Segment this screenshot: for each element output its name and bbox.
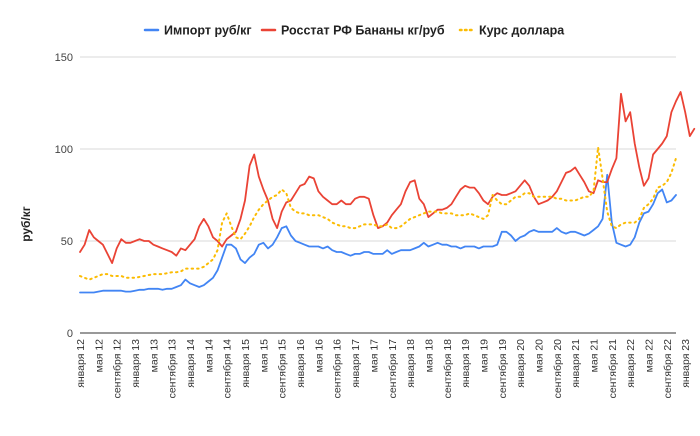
x-axis-ticks: января 12 мая 12 сентября 12 января 13 мая 1… (75, 339, 700, 399)
x-tick: сентября 22 (662, 339, 674, 399)
x-tick: сентября 17 (387, 339, 399, 399)
x-tick-label: мая 13 (148, 339, 160, 373)
x-tick: сентября 13 (167, 339, 179, 399)
x-tick-label: января 12 (75, 339, 87, 388)
x-tick: мая 15 (258, 339, 270, 373)
x-tick-label: мая 14 (203, 339, 215, 373)
x-tick: мая 13 (148, 339, 160, 373)
legend: Импорт руб/кг Росстат РФ Бананы кг/руб Кур… (143, 24, 565, 38)
x-tick: мая 14 (203, 339, 215, 373)
x-tick: мая 17 (368, 339, 380, 373)
x-tick: января 13 (130, 339, 142, 388)
x-tick-label: января 17 (350, 339, 362, 388)
x-tick-label: мая 18 (423, 339, 435, 373)
y-axis-label: руб/кг (19, 206, 33, 242)
x-tick-label: января 20 (515, 339, 527, 388)
x-tick: января 23 (680, 339, 692, 388)
y-tick-label: 100 (55, 144, 73, 156)
y-tick-label: 150 (55, 52, 73, 64)
x-tick: сентября 18 (442, 339, 454, 399)
x-tick-label: мая 21 (588, 339, 600, 373)
x-tick-label: января 19 (460, 339, 472, 388)
x-tick-label: сентября 16 (332, 339, 344, 399)
y-tick-label: 50 (61, 236, 73, 248)
x-tick-label: мая 23 (699, 339, 700, 373)
x-tick: января 21 (570, 339, 582, 388)
x-tick-label: мая 19 (478, 339, 490, 373)
x-tick-label: сентября 15 (277, 339, 289, 399)
x-tick-label: января 18 (405, 339, 417, 388)
x-tick: сентября 16 (332, 339, 344, 399)
x-tick: мая 18 (423, 339, 435, 373)
series-line-2 (79, 146, 677, 281)
x-tick-label: сентября 12 (112, 339, 124, 399)
x-tick: мая 22 (643, 339, 655, 373)
x-tick: января 18 (405, 339, 417, 388)
x-tick-label: января 22 (625, 339, 637, 388)
x-tick: сентября 19 (497, 339, 509, 399)
x-tick: января 17 (350, 339, 362, 388)
x-tick-label: сентября 18 (442, 339, 454, 399)
x-tick: мая 21 (588, 339, 600, 373)
x-tick: сентября 14 (222, 339, 234, 399)
x-tick: января 12 (75, 339, 87, 388)
x-tick-label: сентября 20 (552, 339, 564, 399)
x-tick-label: января 14 (185, 339, 197, 388)
x-tick-label: мая 20 (533, 339, 545, 373)
x-tick-label: сентября 21 (607, 339, 619, 399)
legend-label-0: Импорт руб/кг (164, 24, 252, 38)
x-tick: сентября 20 (552, 339, 564, 399)
x-tick-label: января 15 (240, 339, 252, 388)
x-tick: мая 16 (313, 339, 325, 373)
series-line-0 (79, 173, 677, 294)
x-tick: мая 12 (93, 339, 105, 373)
x-tick: сентября 12 (112, 339, 124, 399)
x-tick-label: мая 12 (93, 339, 105, 373)
x-tick: января 15 (240, 339, 252, 388)
series-lines (79, 91, 696, 294)
x-tick-label: января 23 (680, 339, 692, 388)
x-tick-label: января 13 (130, 339, 142, 388)
x-tick: мая 19 (478, 339, 490, 373)
x-tick-label: сентября 22 (662, 339, 674, 399)
x-tick: января 20 (515, 339, 527, 388)
x-tick: января 19 (460, 339, 472, 388)
x-tick: сентября 21 (607, 339, 619, 399)
x-tick-label: сентября 14 (222, 339, 234, 399)
x-tick: января 16 (295, 339, 307, 388)
x-tick: сентября 15 (277, 339, 289, 399)
x-tick-label: января 16 (295, 339, 307, 388)
x-tick-label: мая 17 (368, 339, 380, 373)
x-tick-label: мая 16 (313, 339, 325, 373)
x-tick: января 14 (185, 339, 197, 388)
x-tick: января 22 (625, 339, 637, 388)
x-tick-label: мая 22 (643, 339, 655, 373)
legend-label-1: Росстат РФ Бананы кг/руб (281, 24, 445, 38)
legend-label-2: Курс доллара (479, 24, 565, 38)
grid-lines (80, 56, 676, 334)
x-tick-label: сентября 19 (497, 339, 509, 399)
x-tick-label: сентября 13 (167, 339, 179, 399)
y-tick-label: 0 (67, 328, 73, 340)
y-axis-ticks: 0 50 100 150 (55, 52, 73, 340)
x-tick: мая 20 (533, 339, 545, 373)
x-tick-label: января 21 (570, 339, 582, 388)
x-tick: мая 23 (699, 339, 700, 373)
x-tick-label: сентября 17 (387, 339, 399, 399)
x-tick-label: мая 15 (258, 339, 270, 373)
